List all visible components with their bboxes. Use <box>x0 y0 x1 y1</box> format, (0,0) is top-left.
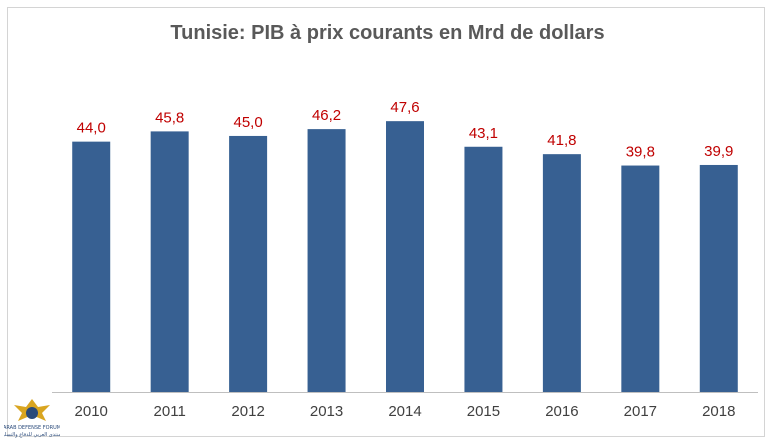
bar-2013 <box>307 129 346 392</box>
bars-group <box>72 121 738 392</box>
x-tick-label-2018: 2018 <box>702 403 735 420</box>
x-tick-label-2015: 2015 <box>467 403 500 420</box>
watermark-text: ARAB DEFENSE FORUM <box>4 425 60 431</box>
data-label-2018: 39,9 <box>704 143 733 160</box>
data-label-2016: 41,8 <box>547 132 576 149</box>
bar-2011 <box>150 131 189 392</box>
data-label-2010: 44,0 <box>77 120 106 137</box>
x-tick-labels-group: 2010 2011 2012 2013 2014 2015 2016 2017 2018 <box>75 403 736 420</box>
watermark-subtext: المنتدى العربي للدفاع والتسليح <box>4 432 60 438</box>
x-tick-label-2017: 2017 <box>624 403 657 420</box>
data-label-2017: 39,8 <box>626 144 655 161</box>
data-label-2012: 45,0 <box>234 114 263 131</box>
data-label-2015: 43,1 <box>469 125 498 142</box>
x-tick-label-2016: 2016 <box>545 403 578 420</box>
bar-2012 <box>229 135 268 392</box>
bar-2017 <box>621 165 660 392</box>
x-tick-label-2014: 2014 <box>388 403 421 420</box>
bar-2015 <box>464 146 503 392</box>
data-labels-group: 44,0 45,8 45,0 46,2 47,6 43,1 41,8 39,8 39,9 <box>77 99 734 160</box>
data-label-2014: 47,6 <box>390 99 419 116</box>
data-label-2013: 46,2 <box>312 107 341 124</box>
data-label-2011: 45,8 <box>155 109 184 126</box>
bar-2010 <box>72 141 111 392</box>
x-tick-label-2013: 2013 <box>310 403 343 420</box>
x-tick-label-2011: 2011 <box>154 403 186 420</box>
bar-2016 <box>542 154 581 392</box>
chart-title: Tunisie: PIB à prix courants en Mrd de d… <box>170 22 605 44</box>
bar-2014 <box>386 121 424 392</box>
watermark-logo: ARAB DEFENSE FORUM المنتدى العربي للدفاع… <box>4 399 60 438</box>
x-tick-label-2012: 2012 <box>231 403 264 420</box>
x-tick-label-2010: 2010 <box>75 403 108 420</box>
bar-2018 <box>699 164 738 392</box>
